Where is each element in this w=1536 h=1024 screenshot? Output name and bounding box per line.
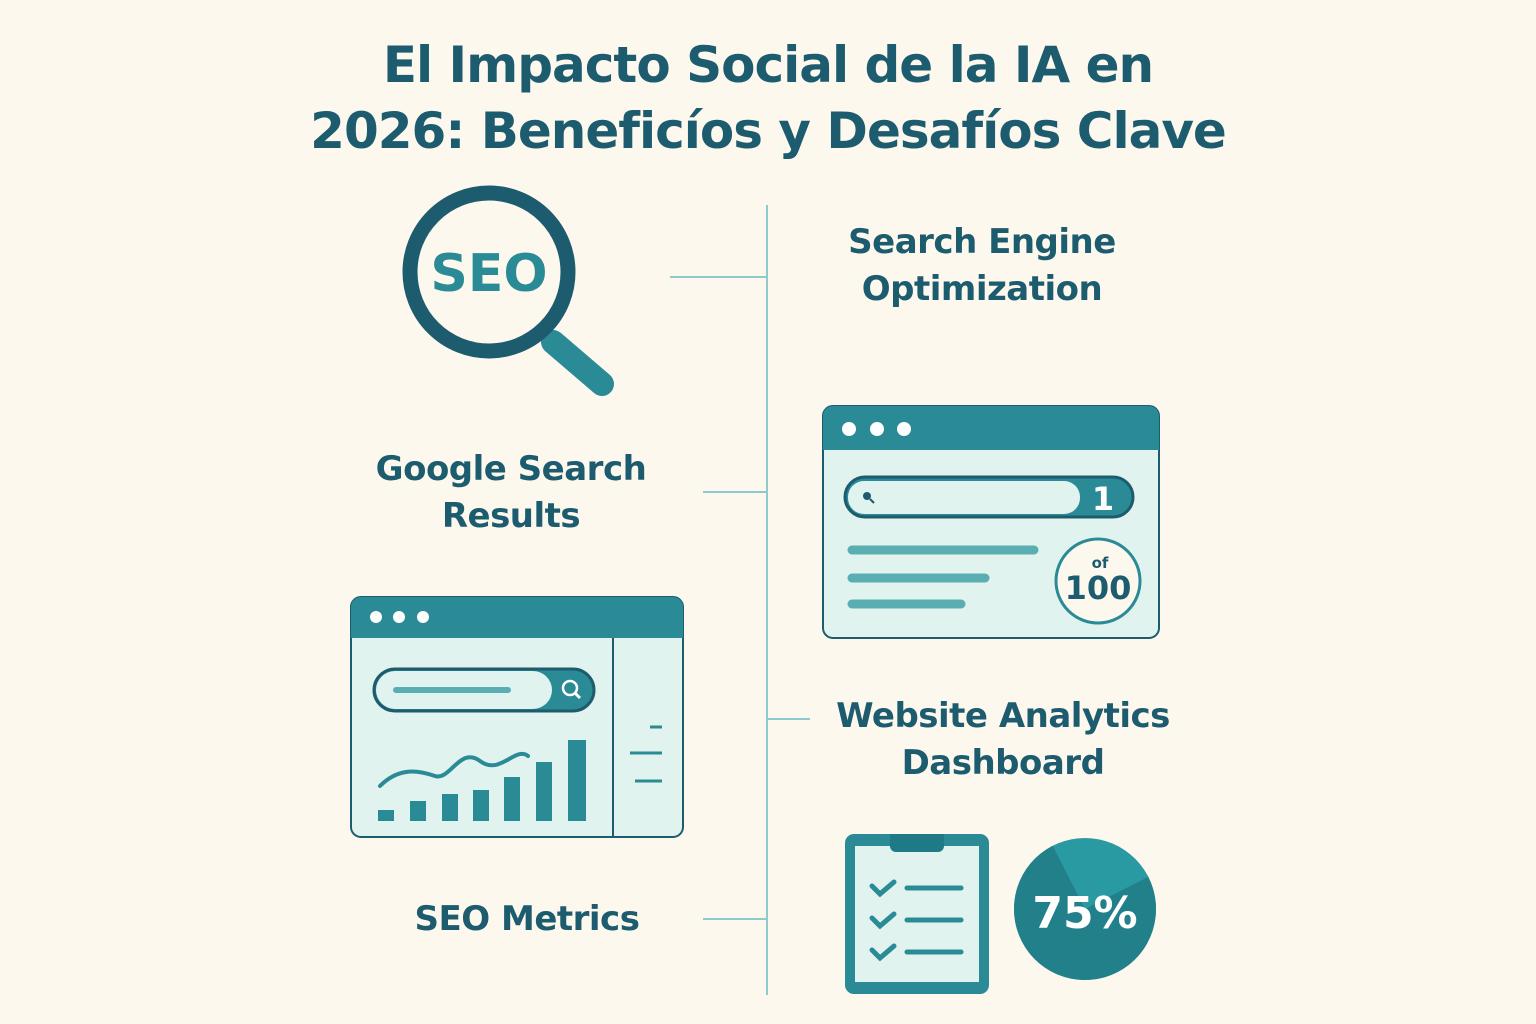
seo-magnifier-icon: SEO xyxy=(402,185,614,396)
title-line-1: El Impacto Social de la IA en xyxy=(382,36,1154,94)
checklist-clipboard-icon xyxy=(845,834,989,994)
label-search-engine-optimization: Search Engine Optimization xyxy=(782,219,1182,313)
rank-of-label: of xyxy=(1092,554,1109,572)
label-line: Search Engine xyxy=(848,222,1116,262)
magnifier-text: SEO xyxy=(430,244,547,304)
timeline-vertical-line xyxy=(766,205,768,995)
progress-75-percent-icon: 75% xyxy=(1014,838,1156,980)
connector-metrics xyxy=(703,918,767,920)
analytics-dashboard-browser-icon xyxy=(350,596,684,838)
title-line-2: 2026: Beneficíos y Desafíos Clave xyxy=(310,102,1227,160)
label-line: Google Search xyxy=(375,449,647,489)
connector-seo xyxy=(670,276,767,278)
label-line: Results xyxy=(441,496,581,536)
rank-position: 1 xyxy=(1092,480,1114,518)
search-ranking-browser-icon: 1 of 100 xyxy=(822,405,1160,639)
label-line: Dashboard xyxy=(901,743,1105,783)
label-website-analytics-dashboard: Website Analytics Dashboard xyxy=(783,693,1223,787)
label-line: Website Analytics xyxy=(836,696,1170,736)
rank-total: 100 xyxy=(1065,569,1132,607)
progress-fill xyxy=(1014,845,1156,980)
connector-google xyxy=(703,491,767,493)
label-google-search-results: Google Search Results xyxy=(311,446,711,540)
page-title: El Impacto Social de la IA en 2026: Bene… xyxy=(0,32,1536,164)
label-line: Optimization xyxy=(861,269,1103,309)
label-seo-metrics: SEO Metrics xyxy=(414,899,640,939)
progress-label: 75% xyxy=(1032,888,1137,939)
connector-analytics xyxy=(767,718,810,720)
